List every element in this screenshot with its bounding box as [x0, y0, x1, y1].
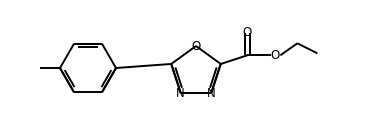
Text: O: O — [243, 26, 252, 39]
Text: O: O — [271, 49, 280, 62]
Text: N: N — [207, 87, 216, 100]
Text: N: N — [176, 87, 185, 100]
Text: O: O — [191, 39, 201, 53]
